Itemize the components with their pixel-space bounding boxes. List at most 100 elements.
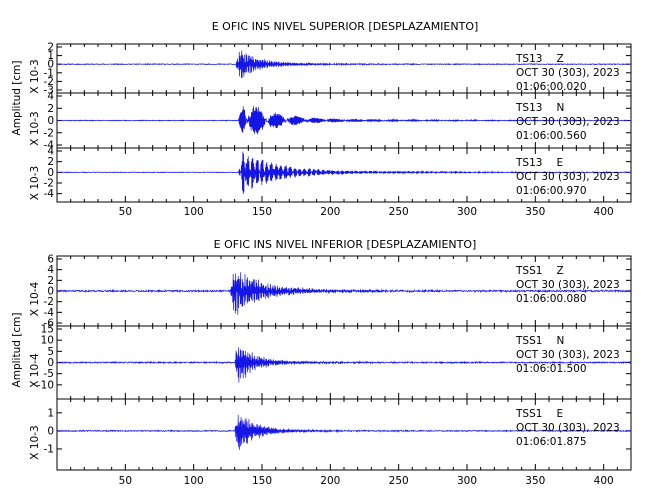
component-code: E (556, 157, 563, 169)
component-code: N (556, 102, 564, 114)
y-axis-label: Amplitud [cm] (11, 313, 23, 388)
waveform-trace (56, 106, 632, 135)
scale-factor-label: X 10-3 (29, 59, 41, 93)
panel-frame (56, 398, 632, 471)
y-tick-label: 0 (47, 167, 54, 179)
y-tick-label: 2 (47, 156, 54, 168)
scale-factor-label: X 10-3 (29, 425, 41, 459)
trace-panel-ts13-e: 420-2-4X 10-3 TS13 E OCT 30 (303), 2023 01:0… (29, 146, 632, 203)
y-tick-label: 4 (47, 146, 54, 158)
seismogram-group-2: E OFIC INS NIVEL INFERIOR [DESPLAZAMIENT… (11, 238, 632, 487)
x-tick-label: 350 (525, 206, 545, 218)
y-tick-label: 1 (47, 407, 54, 419)
record-date: OCT 30 (303), 2023 (516, 279, 620, 291)
station-label: TS13 E (515, 157, 563, 169)
seismogram-group-1: E OFIC INS NIVEL SUPERIOR [DESPLAZAMIENT… (11, 20, 632, 218)
x-tick-label: 200 (320, 475, 340, 487)
component-code: Z (556, 53, 563, 65)
waveform-trace (56, 414, 632, 450)
station-code: TS13 (515, 157, 542, 169)
x-tick-label: 150 (252, 475, 272, 487)
y-tick-label: 6 (47, 254, 54, 266)
y-tick-label: -4 (44, 188, 55, 200)
x-tick-label: 50 (119, 475, 132, 487)
station-code: TSS1 (515, 265, 542, 277)
y-tick-label: 4 (47, 264, 54, 276)
y-tick-label: -4 (44, 307, 55, 319)
record-time: 01:06:01.500 (516, 363, 587, 375)
station-label: TS13 N (515, 102, 564, 114)
scale-factor-label: X 10-4 (29, 282, 41, 317)
component-code: N (556, 335, 564, 347)
y-tick-label: 2 (47, 103, 54, 115)
y-tick-label: 4 (47, 91, 54, 103)
trace-panel-tss1-e: 1 0 -1X 10-3 TSS1 E OCT 30 (303), 2023 01:06:0… (29, 398, 632, 471)
scale-factor-label: X 10-4 (29, 353, 41, 388)
y-tick-label: -2 (44, 296, 54, 308)
x-tick-label: 300 (457, 475, 477, 487)
x-tick-label: 400 (594, 206, 614, 218)
station-code: TS13 (515, 102, 542, 114)
x-tick-label: 400 (594, 475, 614, 487)
x-tick-label: 250 (389, 206, 409, 218)
y-tick-label: -6 (44, 318, 55, 330)
waveform-trace (56, 50, 632, 78)
waveform-trace (56, 151, 632, 195)
y-tick-label: 2 (47, 42, 54, 54)
x-tick-label: 150 (252, 206, 272, 218)
y-tick-label: 1 (47, 50, 54, 62)
x-tick-label: 100 (184, 206, 204, 218)
station-label: TSS1 N (515, 335, 564, 347)
y-tick-label: 0 (47, 115, 54, 127)
x-tick-label: 300 (457, 206, 477, 218)
y-tick-label: 10 (41, 335, 54, 347)
record-date: OCT 30 (303), 2023 (516, 349, 620, 361)
record-time: 01:06:00.020 (516, 81, 587, 93)
station-label: TS13 Z (515, 53, 564, 65)
y-axis-label: Amplitud [cm] (11, 61, 23, 136)
station-code: TS13 (515, 53, 542, 65)
y-tick-label: -2 (44, 127, 54, 139)
x-tick-label: 100 (184, 475, 204, 487)
y-tick-label: 0 (47, 59, 54, 71)
y-tick-label: 2 (47, 275, 54, 287)
station-label: TSS1 Z (515, 265, 564, 277)
scale-factor-label: X 10-3 (29, 166, 41, 200)
y-tick-label: -1 (44, 443, 54, 455)
y-tick-label: 0 (47, 425, 54, 437)
record-date: OCT 30 (303), 2023 (516, 171, 620, 183)
y-tick-label: 0 (47, 357, 54, 369)
x-tick-label: 350 (525, 475, 545, 487)
y-tick-label: -4 (44, 140, 55, 152)
y-tick-label: -3 (44, 85, 54, 97)
y-tick-label: -2 (44, 178, 54, 190)
record-time: 01:06:00.560 (516, 130, 587, 142)
y-tick-label: 5 (47, 346, 54, 358)
y-tick-label: -1 (44, 67, 54, 79)
group-title: E OFIC INS NIVEL SUPERIOR [DESPLAZAMIENT… (212, 20, 479, 33)
record-time: 01:06:00.080 (516, 293, 587, 305)
scale-factor-label: X 10-3 (29, 111, 41, 145)
record-date: OCT 30 (303), 2023 (516, 422, 620, 434)
waveform-trace (56, 272, 632, 315)
record-time: 01:06:01.875 (516, 436, 587, 448)
y-tick-label: 0 (47, 286, 54, 298)
component-code: E (556, 408, 563, 420)
group-title: E OFIC INS NIVEL INFERIOR [DESPLAZAMIENT… (214, 238, 477, 251)
x-tick-label: 200 (320, 206, 340, 218)
y-tick-label: -5 (44, 368, 54, 380)
station-label: TSS1 E (515, 408, 563, 420)
y-tick-label: -2 (44, 76, 54, 88)
x-tick-label: 50 (119, 206, 132, 218)
record-date: OCT 30 (303), 2023 (516, 116, 620, 128)
trace-panel-ts13-n: 420-2-4X 10-3 TS13 N OCT 30 (303), 2023 01:0… (29, 91, 632, 152)
record-time: 01:06:00.970 (516, 185, 587, 197)
station-code: TSS1 (515, 335, 542, 347)
x-tick-label: 250 (389, 475, 409, 487)
y-tick-label: -10 (37, 379, 54, 391)
record-date: OCT 30 (303), 2023 (516, 67, 620, 79)
waveform-trace (56, 347, 632, 383)
trace-panel-ts13-z: 210-1-2-3X 10-3 TS13 Z OCT 30 (303), 2023 01… (29, 42, 632, 97)
